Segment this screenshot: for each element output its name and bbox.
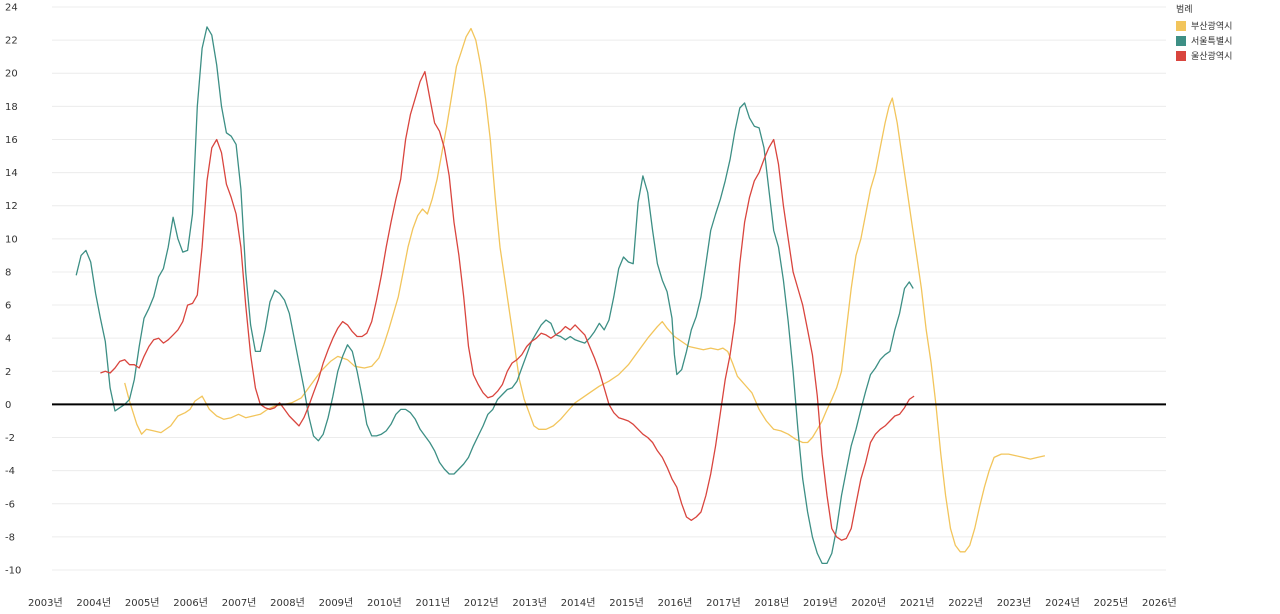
y-tick-label: 20 [5,69,18,80]
legend-item-busan[interactable]: 부산광역시 [1176,18,1232,33]
x-tick-label: 2007년 [222,597,257,609]
series-line-1 [124,27,1046,553]
x-tick-label: 2026년 [1142,597,1177,609]
y-tick-label: -2 [5,433,15,444]
legend-label-ulsan: 울산광역시 [1191,52,1233,62]
x-tick-label: 2017년 [706,597,741,609]
y-tick-label: -4 [5,466,15,477]
series-line-3 [100,70,915,541]
legend-item-ulsan[interactable]: 울산광역시 [1176,48,1232,63]
legend-item-seoul[interactable]: 서울특별시 [1176,33,1232,48]
x-tick-label: 2003년 [28,597,63,609]
x-tick-label: 2023년 [997,597,1032,609]
y-tick-label: 2 [5,367,11,378]
x-tick-label: 2008년 [270,597,305,609]
x-tick-label: 2020년 [851,597,886,609]
y-tick-label: -10 [5,566,21,577]
y-tick-label: 16 [5,135,18,146]
x-tick-label: 2004년 [76,597,111,609]
series-group [75,26,1046,565]
x-tick-label: 2009년 [319,597,354,609]
series-line-2 [75,26,914,565]
legend-label-busan: 부산광역시 [1191,22,1233,32]
x-tick-label: 2021년 [900,597,935,609]
x-tick-label: 2018년 [755,597,790,609]
y-tick-label: 18 [5,102,18,113]
x-tick-label: 2006년 [173,597,208,609]
legend-label-seoul: 서울특별시 [1191,37,1233,47]
legend: 범례 부산광역시 서울특별시 울산광역시 [1176,2,1232,63]
x-tick-label: 2014년 [561,597,596,609]
y-tick-label: 22 [5,36,18,47]
x-tick-label: 2011년 [415,597,450,609]
x-tick-label: 2005년 [125,597,160,609]
x-tick-label: 2024년 [1045,597,1080,609]
x-tick-label: 2025년 [1094,597,1129,609]
legend-title: 범례 [1176,5,1193,15]
x-tick-label: 2016년 [658,597,693,609]
x-tick-label: 2013년 [512,597,547,609]
y-tick-label: 8 [5,267,11,278]
y-tick-label: -6 [5,499,15,510]
x-tick-label: 2019년 [803,597,838,609]
legend-swatch-ulsan [1176,50,1186,61]
x-tick-label: 2022년 [948,597,983,609]
y-tick-label: 0 [5,400,11,411]
legend-swatch-seoul [1176,35,1186,46]
x-tick-label: 2012년 [464,597,499,609]
y-tick-label: 24 [5,3,18,14]
grid-lines [52,6,1166,571]
y-tick-label: -8 [5,532,15,543]
y-tick-label: 6 [5,301,11,312]
x-tick-label: 2015년 [609,597,644,609]
y-tick-label: 12 [5,201,18,212]
legend-swatch-busan [1176,20,1186,31]
x-tick-label: 2010년 [367,597,402,609]
y-tick-label: 4 [5,334,11,345]
x-axis: 2003년 2004년 2005년 2006년 2007년 2008년 2009년 2010년… [28,597,1177,609]
y-tick-label: 10 [5,234,18,245]
y-tick-label: 14 [5,168,18,179]
